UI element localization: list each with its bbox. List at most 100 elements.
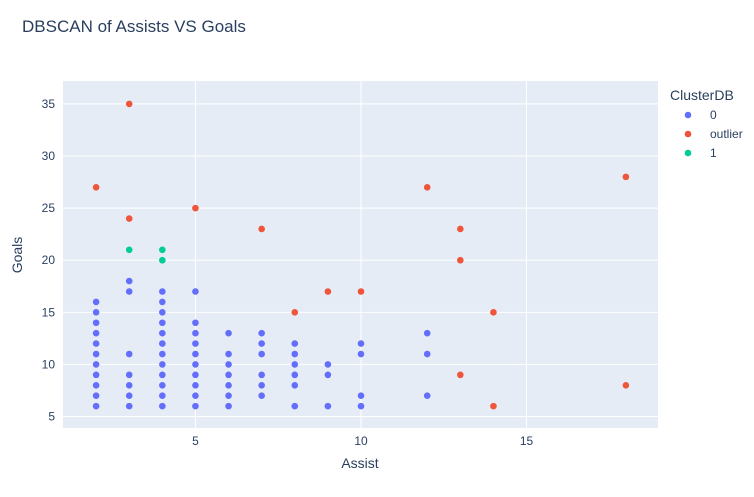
data-point-outlier bbox=[457, 371, 464, 379]
data-point-cluster-0 bbox=[192, 340, 199, 347]
data-point-cluster-0 bbox=[291, 381, 299, 389]
data-point-outlier bbox=[192, 204, 199, 212]
data-point-cluster-0 bbox=[125, 371, 133, 379]
x-axis-label: Assist bbox=[341, 455, 378, 471]
data-point-cluster-0 bbox=[192, 402, 199, 410]
data-point-cluster-0 bbox=[159, 309, 166, 316]
legend-marker bbox=[684, 111, 692, 119]
legend-label: 0 bbox=[710, 108, 717, 122]
y-tick-label: 30 bbox=[42, 149, 56, 163]
data-point-cluster-0 bbox=[291, 402, 299, 410]
data-point-cluster-0 bbox=[92, 361, 100, 368]
data-point-cluster-0 bbox=[324, 402, 332, 410]
legend: ClusterDB 0 outlier 1 bbox=[670, 87, 743, 160]
legend-label: outlier bbox=[710, 127, 743, 141]
data-point-cluster-1 bbox=[125, 246, 133, 254]
y-tick-label: 10 bbox=[42, 357, 56, 371]
data-point-cluster-0 bbox=[324, 371, 332, 379]
data-point-cluster-0 bbox=[159, 298, 166, 306]
data-point-cluster-0 bbox=[291, 350, 299, 358]
data-point-cluster-0 bbox=[192, 392, 199, 399]
y-tick-label: 5 bbox=[48, 410, 55, 424]
x-tick-label: 5 bbox=[192, 434, 199, 448]
data-point-outlier bbox=[324, 288, 332, 295]
data-point-outlier bbox=[258, 225, 265, 233]
data-point-cluster-0 bbox=[159, 288, 166, 295]
data-point-cluster-0 bbox=[92, 392, 100, 399]
data-point-outlier bbox=[490, 309, 497, 316]
data-point-cluster-0 bbox=[192, 329, 199, 337]
grid-lines bbox=[63, 81, 658, 428]
y-tick-label: 25 bbox=[42, 201, 56, 215]
data-point-cluster-0 bbox=[125, 402, 133, 410]
chart-title: DBSCAN of Assists VS Goals bbox=[22, 17, 246, 36]
data-point-cluster-0 bbox=[225, 329, 232, 337]
data-point-cluster-0 bbox=[92, 298, 100, 306]
x-tick-label: 10 bbox=[354, 434, 368, 448]
data-point-cluster-0 bbox=[159, 361, 166, 368]
data-point-cluster-0 bbox=[92, 381, 100, 389]
data-point-cluster-0 bbox=[357, 350, 365, 358]
data-point-cluster-0 bbox=[192, 371, 199, 379]
data-point-cluster-0 bbox=[357, 402, 365, 410]
data-point-cluster-0 bbox=[125, 381, 133, 389]
data-point-cluster-0 bbox=[92, 350, 100, 358]
data-point-cluster-0 bbox=[125, 288, 133, 295]
data-point-cluster-0 bbox=[357, 392, 365, 399]
data-point-cluster-0 bbox=[258, 371, 265, 379]
data-point-outlier bbox=[457, 256, 464, 264]
data-point-cluster-0 bbox=[159, 329, 166, 337]
legend-label: 1 bbox=[710, 146, 717, 160]
data-point-cluster-0 bbox=[159, 319, 166, 327]
data-point-cluster-0 bbox=[258, 329, 265, 337]
data-point-outlier bbox=[125, 100, 133, 108]
data-point-cluster-0 bbox=[291, 371, 299, 379]
data-point-cluster-0 bbox=[225, 361, 232, 368]
data-point-cluster-0 bbox=[423, 350, 431, 358]
y-axis-label: Goals bbox=[9, 237, 25, 274]
data-point-cluster-0 bbox=[225, 402, 232, 410]
data-point-cluster-0 bbox=[291, 361, 299, 368]
data-point-cluster-0 bbox=[159, 381, 166, 389]
data-point-cluster-0 bbox=[225, 392, 232, 399]
data-point-cluster-0 bbox=[159, 371, 166, 379]
data-point-outlier bbox=[622, 381, 630, 389]
data-point-cluster-0 bbox=[92, 340, 100, 347]
y-tick-label: 15 bbox=[42, 305, 56, 319]
data-points bbox=[92, 100, 630, 410]
data-point-cluster-0 bbox=[92, 402, 100, 410]
data-point-cluster-0 bbox=[125, 277, 133, 285]
data-point-cluster-0 bbox=[258, 392, 265, 399]
data-point-cluster-0 bbox=[92, 371, 100, 379]
data-point-cluster-1 bbox=[159, 256, 166, 264]
data-point-cluster-0 bbox=[258, 381, 265, 389]
data-point-outlier bbox=[125, 215, 133, 222]
data-point-outlier bbox=[490, 402, 497, 410]
data-point-cluster-0 bbox=[159, 350, 166, 358]
data-point-cluster-0 bbox=[258, 350, 265, 358]
data-point-outlier bbox=[357, 288, 365, 295]
data-point-outlier bbox=[92, 183, 100, 191]
data-point-cluster-0 bbox=[423, 329, 431, 337]
data-point-cluster-0 bbox=[192, 361, 199, 368]
data-point-cluster-0 bbox=[125, 392, 133, 399]
data-point-outlier bbox=[622, 173, 630, 181]
legend-marker bbox=[684, 149, 692, 157]
data-point-cluster-0 bbox=[92, 309, 100, 316]
data-point-cluster-0 bbox=[225, 371, 232, 379]
data-point-cluster-0 bbox=[225, 350, 232, 358]
tick-labels: 5 10 15 5 10 15 20 25 30 35 bbox=[42, 97, 534, 448]
legend-marker bbox=[684, 130, 692, 138]
legend-title: ClusterDB bbox=[670, 87, 734, 103]
data-point-cluster-0 bbox=[92, 319, 100, 327]
data-point-cluster-0 bbox=[192, 319, 199, 327]
data-point-cluster-0 bbox=[258, 340, 265, 347]
data-point-outlier bbox=[291, 309, 299, 316]
legend-items: 0 outlier 1 bbox=[684, 108, 743, 160]
data-point-cluster-0 bbox=[159, 402, 166, 410]
data-point-outlier bbox=[457, 225, 464, 233]
data-point-cluster-0 bbox=[159, 340, 166, 347]
data-point-outlier bbox=[423, 183, 431, 191]
